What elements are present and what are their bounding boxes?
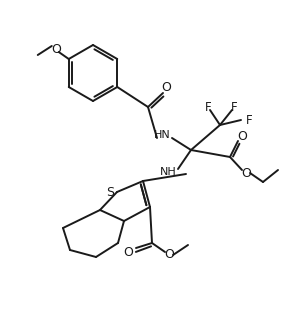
Text: O: O	[161, 80, 171, 93]
Text: HN: HN	[154, 130, 170, 140]
Text: O: O	[123, 246, 133, 259]
Text: O: O	[237, 130, 247, 142]
Text: F: F	[246, 113, 252, 127]
Text: O: O	[51, 43, 61, 56]
Text: NH: NH	[160, 167, 176, 177]
Text: F: F	[205, 100, 211, 113]
Text: O: O	[164, 248, 174, 262]
Text: F: F	[231, 100, 237, 113]
Text: S: S	[106, 185, 114, 199]
Text: O: O	[241, 166, 251, 180]
